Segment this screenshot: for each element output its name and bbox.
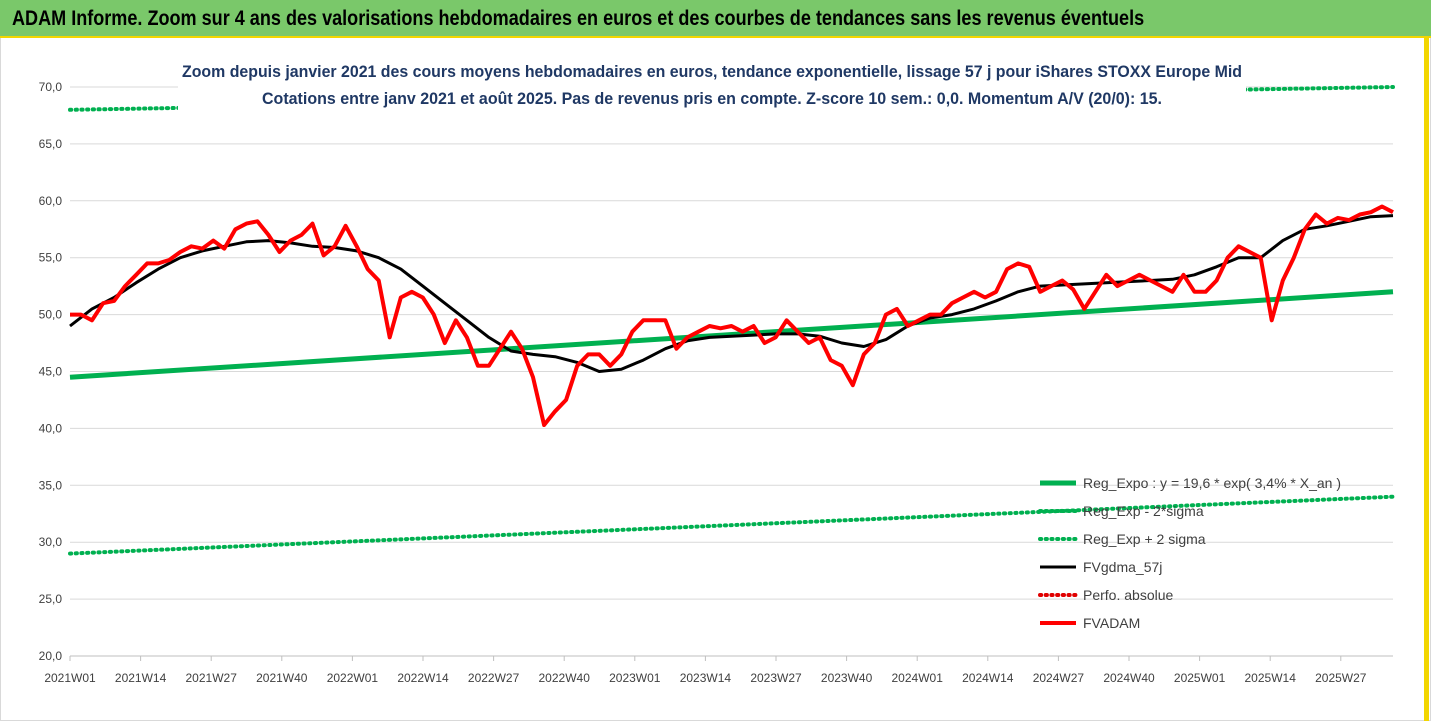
legend-label: FVgdma_57j [1083,559,1162,575]
y-tick-label: 40,0 [39,421,63,435]
series-line-0 [69,289,1394,380]
x-tick-label: 2023W01 [609,671,661,685]
y-tick-label: 60,0 [39,194,63,208]
chart-title: Zoom depuis janvier 2021 des cours moyen… [182,62,1242,81]
x-tick-label: 2024W40 [1103,671,1155,685]
x-tick-label: 2025W01 [1174,671,1226,685]
x-tick-label: 2022W01 [327,671,379,685]
banner-title: ADAM Informe. Zoom sur 4 ans des valoris… [12,7,1145,30]
series-line-1 [68,494,1395,556]
x-tick-label: 2025W14 [1245,671,1297,685]
gridlines [70,86,1393,657]
chart-title-block: Zoom depuis janvier 2021 des cours moyen… [178,54,1246,114]
legend-label: Reg_Expo : y = 19,6 * exp( 3,4% * X_an ) [1083,475,1341,491]
x-tick-label: 2021W27 [186,671,238,685]
legend-label: Reg_Exp - 2*sigma [1083,503,1204,519]
y-tick-label: 55,0 [39,251,63,265]
y-tick-label: 45,0 [39,365,63,379]
x-tick-label: 2023W40 [821,671,873,685]
header-banner: ADAM Informe. Zoom sur 4 ans des valoris… [0,0,1431,38]
x-tick-label: 2023W27 [750,671,802,685]
y-tick-label: 25,0 [39,592,63,606]
x-tick-label: 2021W14 [115,671,167,685]
x-tick-label: 2021W01 [44,671,96,685]
y-tick-label: 20,0 [39,649,63,663]
y-tick-label: 30,0 [39,535,63,549]
x-tick-label: 2022W14 [397,671,449,685]
legend: Reg_Expo : y = 19,6 * exp( 3,4% * X_an )… [1038,475,1341,631]
title-background [178,54,1246,114]
series-line-5 [70,204,1394,427]
x-tick-label: 2022W40 [539,671,591,685]
y-tick-label: 65,0 [39,137,63,151]
x-tick-label: 2023W14 [680,671,732,685]
chart-subtitle: Cotations entre janv 2021 et août 2025. … [262,89,1162,108]
legend-label: FVADAM [1083,615,1140,631]
right-border-accent [1424,38,1429,721]
legend-label: Perfo. absolue [1083,587,1173,603]
x-tick-label: 2022W27 [468,671,520,685]
y-tick-label: 70,0 [39,80,63,94]
x-tick-label: 2025W27 [1315,671,1367,685]
axes: 20,0 25,0 30,0 35,0 40,0 45,0 50,0 55,0 60,0 65,0… [39,80,1393,685]
x-tick-label: 2024W01 [892,671,944,685]
x-tick-label: 2024W14 [962,671,1014,685]
y-tick-label: 35,0 [39,478,63,492]
x-tick-label: 2021W40 [256,671,308,685]
x-tick-label: 2024W27 [1033,671,1085,685]
y-tick-label: 50,0 [39,308,63,322]
legend-label: Reg_Exp + 2 sigma [1083,531,1206,547]
